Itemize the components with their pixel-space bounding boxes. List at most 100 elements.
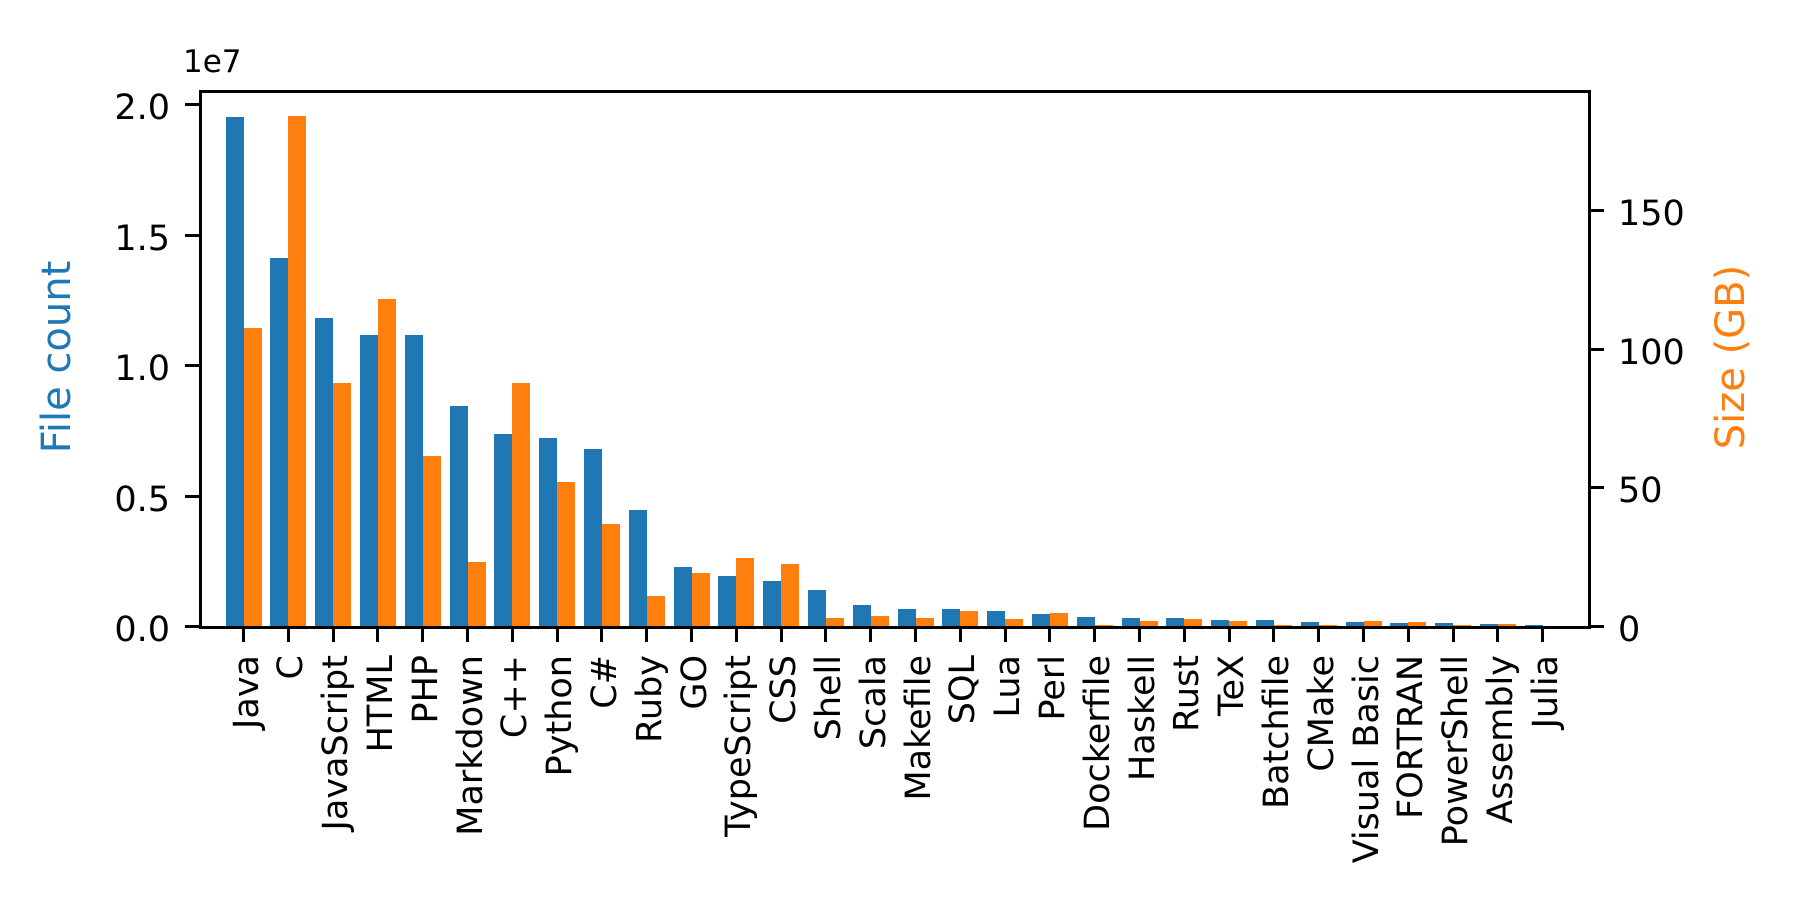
right-tick-50 [1589, 486, 1604, 490]
x-tick-label-text: Visual Basic [1346, 655, 1387, 864]
bar-file-count-javascript [315, 317, 334, 627]
x-tick-label-text: Makefile [898, 655, 939, 801]
bar-file-count-cmake [1300, 621, 1319, 627]
left-tick-label-1.0: 1.0 [114, 349, 170, 390]
x-tick-label-text: Python [540, 655, 581, 777]
x-tick-julia [1541, 627, 1545, 642]
x-tick-label-text: JavaScript [316, 655, 357, 831]
x-tick-label-text: Perl [1032, 655, 1073, 721]
bar-file-count-python [539, 437, 558, 627]
bar-size-gb-sql [960, 610, 979, 627]
x-tick-label-text: Rust [1167, 655, 1208, 732]
bar-file-count-scala [852, 604, 871, 627]
bar-size-gb-tex [1229, 620, 1248, 627]
left-tick-1.0 [185, 364, 200, 368]
left-tick-label-0.0: 0.0 [114, 610, 170, 650]
x-tick-powershell [1451, 627, 1455, 642]
x-tick-go [690, 627, 693, 642]
bar-size-gb-perl [1049, 613, 1068, 627]
left-axis-offset-text: 1e7 [183, 44, 242, 80]
x-tick-tex [1227, 627, 1231, 642]
x-tick-label-text: GO [674, 655, 715, 710]
bar-file-count-typescript [718, 575, 737, 627]
bar-size-gb-css [781, 563, 800, 627]
x-tick-sql [958, 627, 962, 642]
x-tick-c [510, 627, 514, 642]
bar-file-count-ruby [628, 509, 647, 627]
bar-size-gb-java [243, 327, 262, 627]
left-tick-0.5 [185, 494, 200, 498]
bar-size-gb-scala [870, 615, 889, 627]
x-tick-label-text: C# [584, 655, 625, 709]
left-tick-0.0 [185, 625, 200, 628]
bar-file-count-lua [987, 611, 1006, 627]
bar-file-count-makefile [897, 608, 916, 627]
x-tick-label-text: HTML [360, 655, 401, 753]
bar-size-gb-php [422, 456, 441, 627]
x-tick-label-text: Batchfile [1256, 655, 1297, 809]
x-tick-label-text: PowerShell [1436, 655, 1477, 847]
x-tick-label-text: Markdown [450, 655, 491, 836]
x-tick-typescript [734, 627, 738, 642]
x-tick-label-text: Ruby [629, 655, 670, 743]
bar-size-gb-fortran [1408, 622, 1427, 627]
x-tick-visual-basic [1362, 627, 1365, 642]
x-tick-label-text: TypeScript [719, 655, 760, 837]
left-tick-label-0.5: 0.5 [114, 479, 170, 520]
x-tick-label-text: FORTRAN [1391, 655, 1432, 819]
bar-file-count-powershell [1435, 622, 1454, 627]
bar-file-count-batchfile [1255, 620, 1274, 627]
right-tick-label-50: 50 [1618, 471, 1663, 512]
x-tick-label-text: C++ [495, 655, 536, 739]
bar-size-gb-typescript [736, 558, 755, 627]
x-tick-fortran [1406, 627, 1410, 642]
plot-border [198, 89, 1591, 629]
bar-file-count-shell [807, 590, 826, 627]
x-tick-haskell [1138, 627, 1141, 642]
bar-file-count-c [270, 257, 289, 627]
bar-size-gb-go [691, 573, 710, 627]
bar-size-gb-visual-basic [1363, 621, 1382, 627]
x-tick-label-text: Julia [1525, 655, 1566, 729]
left-tick-1.5 [185, 233, 200, 237]
right-tick-label-100: 100 [1618, 332, 1685, 373]
x-tick-c [286, 627, 290, 642]
left-tick-label-2.0: 2.0 [114, 88, 170, 129]
bar-file-count-sql [942, 609, 961, 627]
bar-file-count-go [673, 567, 692, 627]
x-tick-markdown [466, 627, 469, 642]
x-tick-label-text: CSS [764, 655, 805, 724]
x-tick-lua [1003, 627, 1007, 642]
x-tick-label-text: Assembly [1480, 655, 1521, 824]
x-tick-batchfile [1272, 627, 1276, 642]
bar-size-gb-rust [1184, 619, 1203, 627]
bar-size-gb-makefile [915, 618, 934, 627]
right-tick-100 [1589, 347, 1604, 351]
bar-size-gb-c [288, 116, 307, 627]
x-tick-label-text: CMake [1301, 655, 1342, 772]
bar-size-gb-shell [825, 618, 844, 627]
bar-file-count-html [359, 334, 378, 627]
bar-file-count-c [583, 448, 602, 627]
bar-file-count-rust [1166, 618, 1185, 627]
right-axis-title-text: Size (GB) [1708, 264, 1754, 450]
bar-file-count-c [494, 433, 513, 627]
x-tick-label-text: C [271, 655, 312, 680]
bar-size-gb-c [512, 383, 531, 627]
bar-file-count-assembly [1479, 624, 1498, 627]
bar-file-count-tex [1211, 619, 1230, 627]
x-tick-java [242, 627, 245, 642]
x-tick-html [376, 627, 380, 642]
x-tick-label-text: TeX [1212, 655, 1253, 716]
x-tick-shell [824, 627, 828, 642]
bar-size-gb-markdown [467, 562, 486, 627]
bar-file-count-java [225, 116, 244, 627]
x-tick-label-text: PHP [405, 655, 446, 724]
right-tick-150 [1589, 208, 1604, 212]
bar-file-count-dockerfile [1076, 616, 1095, 627]
left-tick-2.0 [185, 103, 200, 107]
bar-size-gb-haskell [1139, 621, 1158, 627]
bar-file-count-visual-basic [1345, 622, 1364, 627]
x-tick-c [600, 627, 604, 642]
x-tick-perl [1048, 627, 1052, 642]
